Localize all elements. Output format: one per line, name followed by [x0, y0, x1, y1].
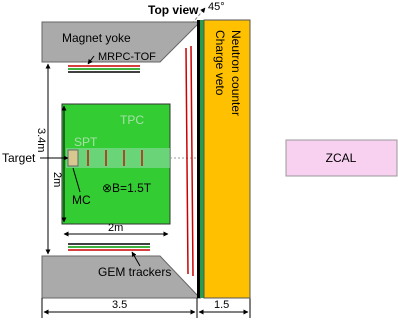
tof-wall — [190, 45, 194, 277]
dim-yoke-label: 3.4m — [35, 128, 47, 152]
gem-bottom — [68, 243, 150, 251]
field-label: ⊗B=1.5T — [102, 181, 152, 195]
dim-tpc-h-label: 2m — [51, 172, 63, 187]
dim-counter-label: 1.5 — [214, 299, 229, 311]
gem-arrow — [131, 251, 141, 267]
tof-arrow — [87, 55, 95, 65]
veto-label: Charge veto — [213, 30, 227, 96]
yoke-label: Magnet yoke — [62, 31, 131, 45]
charge-veto — [200, 20, 204, 298]
neutron-counter — [203, 19, 251, 299]
zcal-label: ZCAL — [326, 151, 357, 165]
magnet-yoke-top — [41, 21, 202, 63]
title: Top view — [148, 3, 199, 17]
gem-label: GEM trackers — [98, 265, 171, 279]
tof-label: MRPC-TOF — [98, 51, 156, 63]
beam-region — [66, 148, 170, 168]
target-label: Target — [2, 151, 36, 165]
spt-label: SPT — [74, 135, 98, 149]
zcal — [285, 139, 398, 177]
angle-label: 45° — [208, 1, 225, 13]
dim-magnet-label: 3.5 — [112, 299, 127, 311]
counter-label: Neutron counter — [229, 30, 243, 116]
mc-arrow — [72, 167, 81, 193]
dim-tpc-w-label: 2m — [108, 222, 123, 234]
tof-top — [68, 65, 140, 73]
gem-inner — [87, 150, 143, 166]
tof-wall — [185, 47, 189, 275]
mc-label: MC — [72, 193, 91, 207]
wall — [197, 20, 200, 298]
spt — [67, 149, 79, 167]
tpc-label: TPC — [120, 113, 144, 127]
